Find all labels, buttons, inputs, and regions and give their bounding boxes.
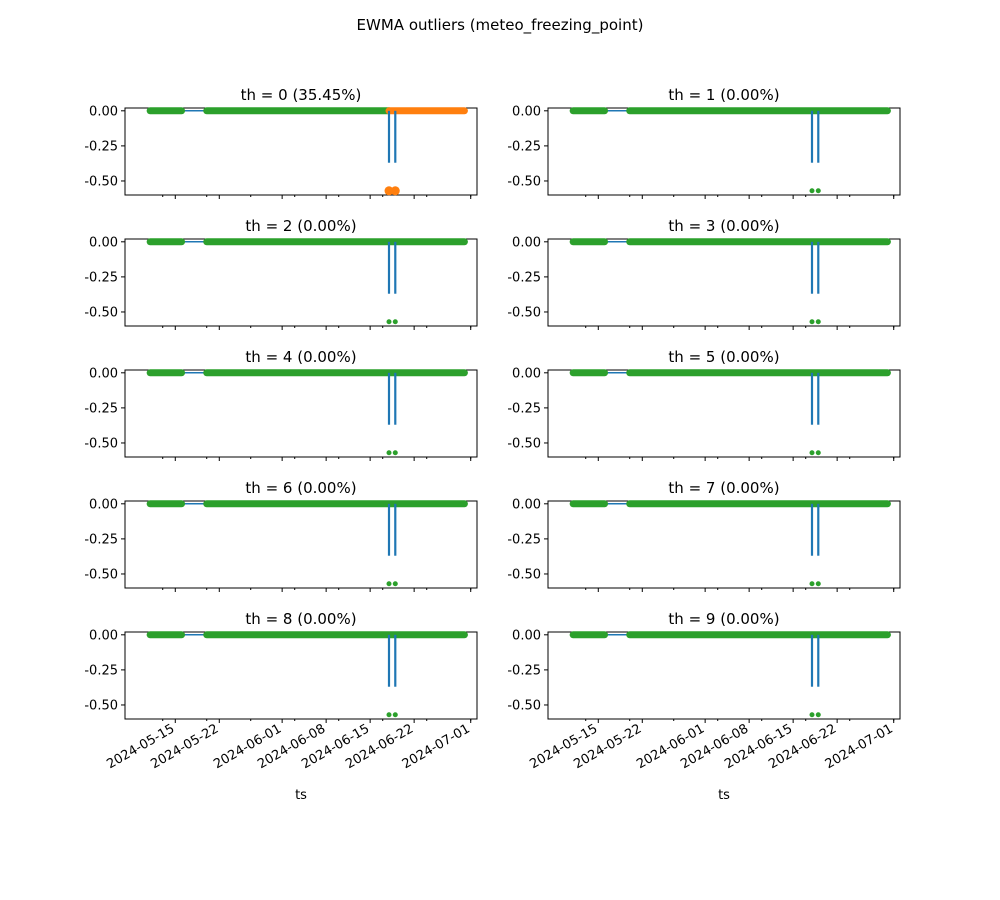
subplot-title: th = 6 (0.00%): [245, 479, 356, 497]
subplot-title: th = 8 (0.00%): [245, 610, 356, 628]
data-point: [809, 581, 815, 587]
subplot-title: th = 3 (0.00%): [668, 217, 779, 235]
y-tick-label: -0.50: [507, 305, 541, 320]
y-tick-label: 0.00: [89, 104, 118, 119]
data-point: [815, 450, 821, 456]
y-tick-label: -0.50: [84, 436, 118, 451]
y-tick-label: -0.25: [84, 139, 118, 154]
y-tick-label: -0.25: [84, 270, 118, 285]
y-tick-label: -0.25: [507, 532, 541, 547]
subplot-3: th = 3 (0.00%) 0.00 -0.25 -0.50: [507, 217, 901, 330]
subplot-title: th = 1 (0.00%): [668, 86, 779, 104]
y-tick-label: -0.50: [507, 436, 541, 451]
data-point: [809, 319, 815, 325]
y-tick-label: -0.50: [507, 698, 541, 713]
y-tick-label: 0.00: [512, 235, 541, 250]
data-point: [392, 450, 398, 456]
y-tick-label: -0.25: [84, 401, 118, 416]
subplot-title: th = 2 (0.00%): [245, 217, 356, 235]
data-point: [815, 319, 821, 325]
y-tick-label: -0.50: [507, 174, 541, 189]
y-tick-label: -0.25: [84, 663, 118, 678]
subplot-title: th = 0 (35.45%): [241, 86, 362, 104]
x-axis-label: ts: [295, 788, 307, 803]
y-tick-label: -0.25: [84, 532, 118, 547]
subplot-title: th = 5 (0.00%): [668, 348, 779, 366]
y-tick-label: -0.50: [84, 305, 118, 320]
y-tick-label: -0.50: [84, 567, 118, 582]
subplot-0: th = 0 (35.45%) 0.00 -0.25 -0.50: [84, 86, 478, 199]
subplot-title: th = 7 (0.00%): [668, 479, 779, 497]
subplot-5: th = 5 (0.00%) 0.00 -0.25 -0.50: [507, 348, 901, 461]
data-point: [815, 581, 821, 587]
data-point: [386, 712, 392, 718]
x-axis-label: ts: [718, 788, 730, 803]
y-tick-label: -0.50: [507, 567, 541, 582]
data-point: [392, 712, 398, 718]
data-point: [386, 450, 392, 456]
y-tick-label: 0.00: [89, 235, 118, 250]
data-point: [815, 712, 821, 718]
data-point: [386, 319, 392, 325]
y-tick-label: 0.00: [89, 628, 118, 643]
y-tick-label: 0.00: [512, 104, 541, 119]
data-point: [384, 186, 394, 196]
subplot-2: th = 2 (0.00%) 0.00 -0.25 -0.50: [84, 217, 478, 330]
subplot-title: th = 9 (0.00%): [668, 610, 779, 628]
y-tick-label: 0.00: [89, 497, 118, 512]
subplot-6: th = 6 (0.00%) 0.00 -0.25 -0.50: [84, 479, 478, 592]
data-point: [815, 188, 821, 194]
data-point: [809, 188, 815, 194]
y-tick-label: 0.00: [89, 366, 118, 381]
y-tick-label: 0.00: [512, 366, 541, 381]
data-point: [809, 712, 815, 718]
figure-title: EWMA outliers (meteo_freezing_point): [357, 16, 644, 35]
y-tick-label: -0.50: [84, 698, 118, 713]
subplot-title: th = 4 (0.00%): [245, 348, 356, 366]
y-tick-label: -0.25: [507, 270, 541, 285]
y-tick-label: -0.25: [507, 139, 541, 154]
data-point: [386, 581, 392, 587]
y-tick-label: 0.00: [512, 497, 541, 512]
subplot-4: th = 4 (0.00%) 0.00 -0.25 -0.50: [84, 348, 478, 461]
y-tick-label: -0.25: [507, 663, 541, 678]
subplot-7: th = 7 (0.00%) 0.00 -0.25 -0.50: [507, 479, 901, 592]
data-point: [392, 319, 398, 325]
y-tick-label: 0.00: [512, 628, 541, 643]
subplot-1: th = 1 (0.00%) 0.00 -0.25 -0.50: [507, 86, 901, 199]
data-point: [809, 450, 815, 456]
data-point: [392, 581, 398, 587]
y-tick-label: -0.50: [84, 174, 118, 189]
y-tick-label: -0.25: [507, 401, 541, 416]
data-point: [390, 186, 400, 196]
